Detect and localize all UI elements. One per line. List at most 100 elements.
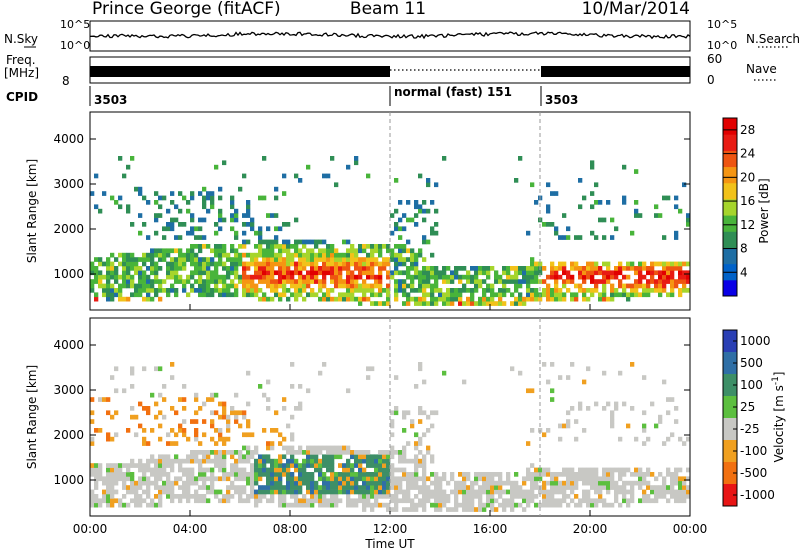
heatmap-cell — [166, 476, 171, 482]
heatmap-cell — [510, 480, 515, 486]
heatmap-cell — [142, 283, 147, 289]
heatmap-cell — [138, 463, 143, 468]
heatmap-cell — [442, 296, 447, 302]
heatmap-cell — [418, 208, 423, 214]
heatmap-cell — [430, 292, 435, 298]
heatmap-cell — [218, 432, 223, 438]
heatmap-cell — [406, 283, 411, 289]
heatmap-cell — [394, 375, 399, 380]
heatmap-cell — [570, 498, 575, 504]
heatmap-cell — [282, 454, 287, 460]
heatmap-cell — [250, 494, 255, 499]
heatmap-cell — [310, 489, 315, 495]
colorbar-swatch — [723, 352, 737, 375]
heatmap-cell — [326, 502, 331, 508]
heatmap-cell — [642, 441, 647, 446]
heatmap-cell — [274, 472, 279, 477]
heatmap-cell — [514, 485, 519, 490]
heatmap-cell — [510, 498, 515, 504]
heatmap-cell — [230, 200, 235, 205]
heatmap-cell — [142, 498, 147, 504]
heatmap-cell — [126, 204, 131, 210]
heatmap-cell — [314, 489, 319, 495]
heatmap-cell — [474, 480, 479, 486]
heatmap-cell — [434, 230, 439, 236]
heatmap-cell — [462, 498, 467, 504]
heatmap-cell — [242, 252, 247, 258]
heatmap-cell — [538, 261, 543, 267]
heatmap-cell — [610, 419, 615, 424]
heatmap-cell — [186, 257, 191, 262]
heatmap-cell — [494, 292, 499, 298]
heatmap-cell — [190, 467, 195, 473]
heatmap-cell — [462, 502, 467, 508]
heatmap-cell — [162, 257, 167, 262]
heatmap-cell — [558, 292, 563, 298]
heatmap-cell — [186, 458, 191, 464]
heatmap-cell — [286, 296, 291, 302]
heatmap-cell — [570, 476, 575, 482]
heatmap-cell — [258, 248, 263, 254]
heatmap-cell — [638, 467, 643, 473]
heatmap-cell — [434, 480, 439, 486]
heatmap-cell — [666, 472, 671, 477]
heatmap-cell — [542, 432, 547, 438]
heatmap-cell — [454, 274, 459, 280]
heatmap-cell — [246, 239, 251, 245]
heatmap-cell — [606, 200, 611, 205]
x-tick-label: 16:00 — [473, 522, 508, 536]
heatmap-cell — [330, 257, 335, 262]
heatmap-cell — [278, 472, 283, 477]
heatmap-cell — [298, 257, 303, 262]
heatmap-cell — [646, 480, 651, 486]
heatmap-cell — [118, 498, 123, 504]
heatmap-cell — [518, 156, 523, 161]
heatmap-cell — [270, 257, 275, 262]
cpid-segment-3: 3503 — [545, 93, 578, 107]
heatmap-cell — [198, 270, 203, 276]
heatmap-cell — [354, 248, 359, 254]
heatmap-cell — [626, 266, 631, 271]
heatmap-cell — [142, 489, 147, 495]
heatmap-cell — [194, 498, 199, 504]
heatmap-cell — [394, 410, 399, 416]
heatmap-cell — [518, 296, 523, 302]
colorbar-swatch — [723, 484, 737, 507]
heatmap-cell — [446, 288, 451, 293]
heatmap-cell — [406, 476, 411, 482]
heatmap-cell — [606, 485, 611, 490]
heatmap-cell — [410, 498, 415, 504]
heatmap-cell — [394, 450, 399, 455]
heatmap-cell — [546, 292, 551, 298]
heatmap-cell — [146, 485, 151, 490]
heatmap-cell — [598, 296, 603, 302]
heatmap-cell — [138, 186, 143, 192]
heatmap-cell — [210, 436, 215, 442]
heatmap-cell — [234, 257, 239, 262]
heatmap-cell — [342, 445, 347, 451]
heatmap-cell — [266, 252, 271, 258]
heatmap-cell — [674, 494, 679, 499]
heatmap-cell — [266, 454, 271, 460]
heatmap-cell — [106, 397, 111, 402]
heatmap-cell — [206, 283, 211, 289]
heatmap-cell — [530, 476, 535, 482]
heatmap-cell — [110, 467, 115, 473]
heatmap-cell — [594, 235, 599, 240]
heatmap-cell — [282, 274, 287, 280]
heatmap-cell — [334, 445, 339, 451]
heatmap-cell — [574, 485, 579, 490]
heatmap-cell — [402, 458, 407, 464]
heatmap-cell — [162, 235, 167, 240]
heatmap-cell — [346, 450, 351, 455]
heatmap-cell — [602, 485, 607, 490]
heatmap-cell — [478, 270, 483, 276]
heatmap-cell — [346, 279, 351, 284]
heatmap-cell — [310, 252, 315, 258]
heatmap-cell — [106, 274, 111, 280]
heatmap-cell — [230, 410, 235, 416]
heatmap-cell — [262, 239, 267, 245]
heatmap-cell — [634, 266, 639, 271]
heatmap-cell — [250, 226, 255, 232]
heatmap-cell — [114, 467, 119, 473]
